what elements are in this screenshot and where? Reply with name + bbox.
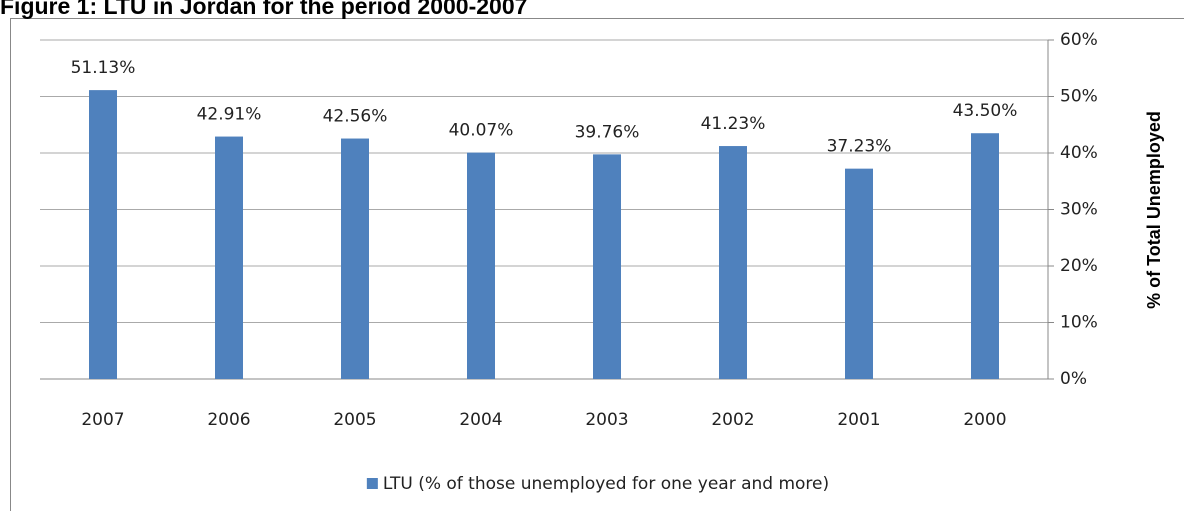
- legend-label: LTU (% of those unemployed for one year …: [383, 474, 829, 494]
- y-tick-label: 60%: [1060, 30, 1098, 50]
- x-tick-label: 2002: [711, 410, 754, 430]
- x-tick-label: 2004: [459, 410, 502, 430]
- data-label: 41.23%: [701, 114, 766, 134]
- title-band: [0, 0, 1184, 18]
- x-tick-label: 2006: [207, 410, 250, 430]
- bar: [719, 146, 747, 379]
- data-label: 42.91%: [197, 105, 262, 125]
- data-label: 43.50%: [953, 101, 1018, 121]
- bar: [341, 138, 369, 379]
- y-tick-label: 0%: [1060, 369, 1087, 389]
- legend-swatch: [366, 478, 378, 489]
- y-tick-label: 10%: [1060, 313, 1098, 333]
- y-axis-label: % of Total Unemployed: [1144, 111, 1164, 309]
- bar: [845, 168, 873, 379]
- data-label: 40.07%: [449, 121, 514, 141]
- y-tick-label: 40%: [1060, 143, 1098, 163]
- data-label: 51.13%: [71, 58, 136, 78]
- bar: [467, 152, 495, 379]
- bar: [971, 133, 999, 379]
- data-label: 37.23%: [827, 137, 892, 157]
- x-tick-label: 2000: [963, 410, 1006, 430]
- y-tick-label: 30%: [1060, 200, 1098, 220]
- bar: [593, 154, 621, 379]
- x-tick-label: 2007: [81, 410, 124, 430]
- y-tick-label: 50%: [1060, 87, 1098, 107]
- data-label: 39.76%: [575, 122, 640, 142]
- x-tick-label: 2005: [333, 410, 376, 430]
- chart-title: Figure 1: LTU in Jordan for the period 2…: [0, 0, 527, 19]
- y-tick-label: 20%: [1060, 256, 1098, 276]
- bar: [215, 136, 243, 379]
- bar: [89, 90, 117, 379]
- x-tick-label: 2001: [837, 410, 880, 430]
- data-label: 42.56%: [323, 107, 388, 127]
- x-tick-label: 2003: [585, 410, 628, 430]
